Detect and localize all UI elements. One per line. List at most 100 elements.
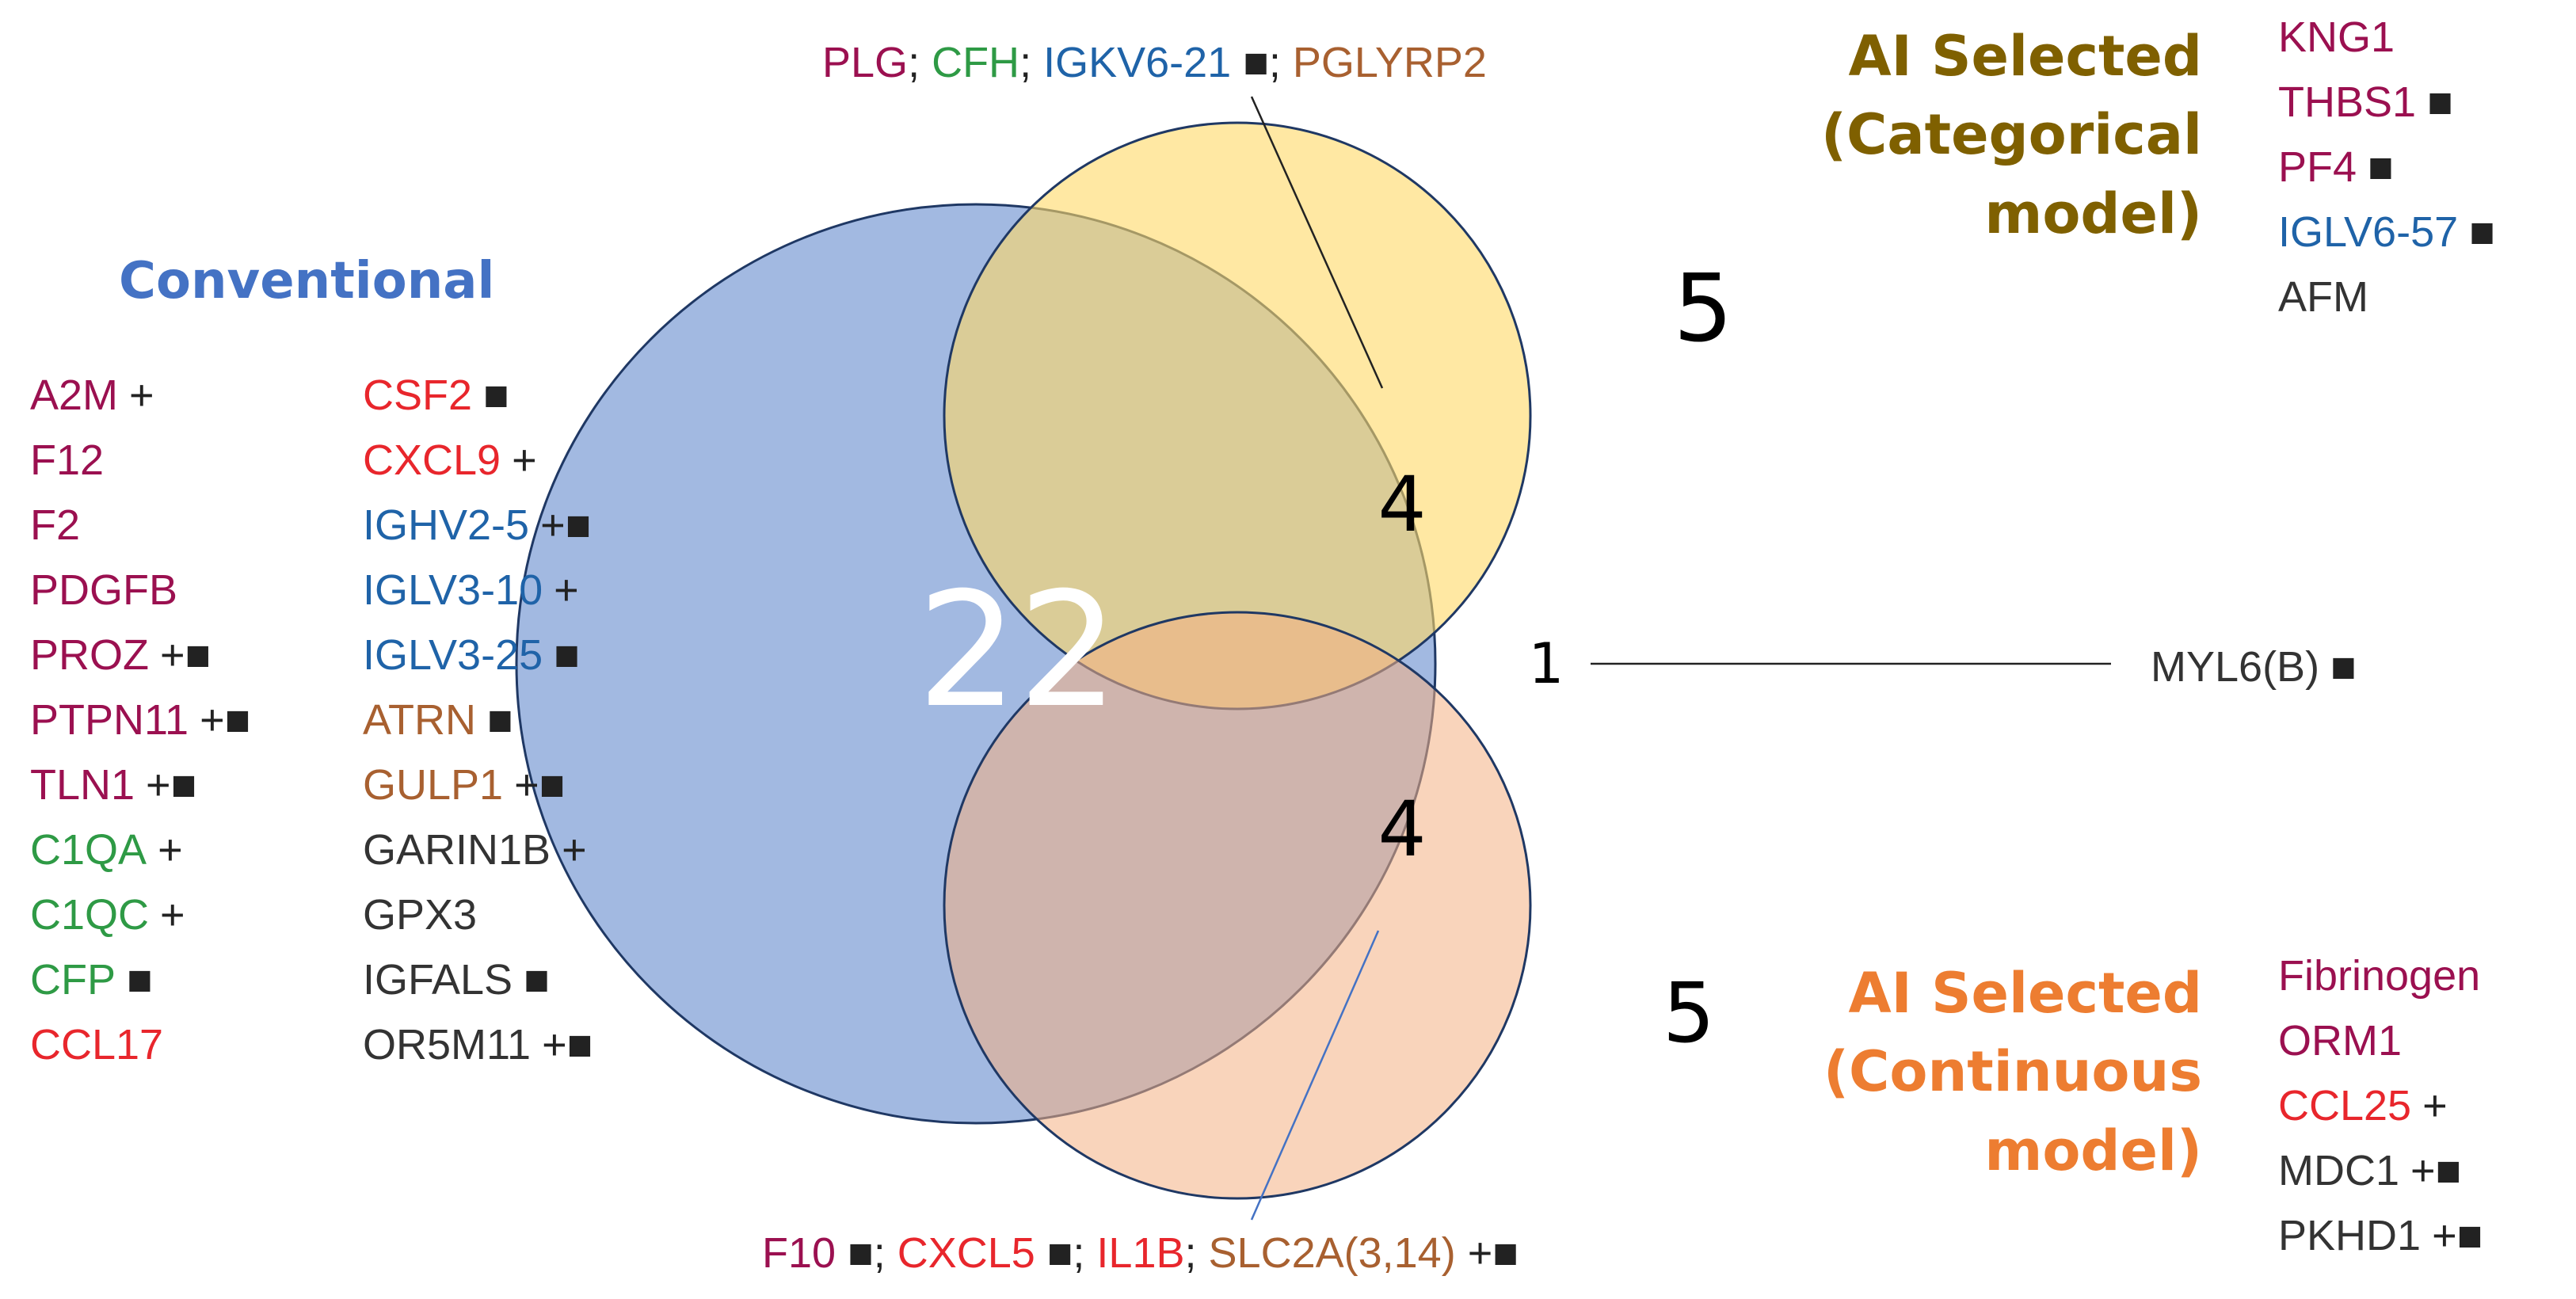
gene-marker: ■	[2469, 208, 2495, 256]
gene-marker: ■	[554, 631, 580, 679]
conv-cat-gene-row: PLG; CFH; IGKV6-21 ■; PGLYRP2	[822, 41, 1487, 84]
gene-name: A2M	[30, 371, 119, 419]
gene-name: IGFALS	[363, 956, 513, 1004]
conventional-gene-item: TLN1 +■	[30, 764, 196, 806]
continuous-title-line-2: (Continuous	[1823, 1039, 2202, 1105]
gene-marker: ■	[1231, 39, 1269, 86]
conventional-gene-item: A2M +	[30, 374, 154, 417]
conventional-gene-item: GULP1 +■	[363, 764, 565, 806]
separator: ;	[908, 39, 932, 86]
gene-name: IL1B	[1096, 1229, 1185, 1277]
continuous-title-line-1: AI Selected	[1848, 961, 2203, 1026]
gene-name: OR5M11	[363, 1021, 532, 1069]
continuous-gene-item: MDC1 +■	[2278, 1149, 2461, 1192]
gene-marker: +	[129, 371, 154, 419]
categorical-title-line-2: (Categorical	[1821, 102, 2202, 168]
leader-line-conv-cont	[1250, 930, 1380, 1221]
conventional-gene-item: F2	[30, 504, 80, 547]
categorical-gene-item: KNG1	[2278, 16, 2395, 59]
continuous-circle	[943, 611, 1532, 1200]
gene-name: TLN1	[30, 761, 135, 809]
gene-name: PTPN11	[30, 696, 189, 744]
gene-name: ATRN	[363, 696, 476, 744]
gene-marker: +	[158, 826, 183, 874]
gene-marker: +	[562, 826, 587, 874]
conventional-gene-item: OR5M11 +■	[363, 1023, 593, 1066]
gene-marker: +■	[540, 501, 592, 549]
count-conventional-categorical: 4	[1378, 460, 1426, 549]
count-categorical-only: 5	[1673, 253, 1732, 363]
gene-name: GULP1	[363, 761, 504, 809]
conventional-gene-item: CSF2 ■	[363, 374, 509, 417]
conventional-gene-item: GPX3	[363, 893, 477, 936]
gene-marker: +■	[146, 761, 197, 809]
separator: ;	[1073, 1229, 1097, 1277]
conventional-gene-item: CXCL9 +	[363, 439, 537, 482]
gene-name: CFP	[30, 956, 116, 1004]
conventional-gene-item: IGFALS ■	[363, 958, 550, 1001]
gene-name: PLG	[822, 39, 909, 86]
conventional-title-line: Conventional	[119, 252, 495, 310]
continuous-title: AI Selected (Continuous model)	[1823, 954, 2202, 1190]
continuous-gene-item: Fibrinogen	[2278, 954, 2480, 997]
continuous-title-line-3: model)	[1984, 1118, 2202, 1183]
gene-name: Fibrinogen	[2278, 952, 2481, 1000]
gene-marker: +■	[542, 1021, 593, 1069]
separator: ;	[873, 1229, 897, 1277]
gene-name: CSF2	[363, 371, 473, 419]
gene-marker: +■	[2432, 1212, 2483, 1259]
conventional-gene-item: IGLV3-25 ■	[363, 634, 580, 676]
conventional-gene-item: F12	[30, 439, 104, 482]
categorical-gene-item: THBS1 ■	[2278, 81, 2453, 124]
conventional-gene-item: ATRN ■	[363, 699, 513, 741]
categorical-gene-item: PF4 ■	[2278, 146, 2394, 189]
gene-name: CCL17	[30, 1021, 164, 1069]
gene-marker: ■	[127, 956, 153, 1004]
separator: ;	[1019, 39, 1044, 86]
conventional-gene-item: CCL17	[30, 1023, 163, 1066]
gene-marker: +	[512, 436, 537, 484]
gene-name: F10	[762, 1229, 836, 1277]
gene-name: CXCL9	[363, 436, 501, 484]
count-all-three: 1	[1529, 631, 1564, 696]
gene-marker: ■	[487, 696, 513, 744]
gene-name: CCL25	[2278, 1082, 2412, 1129]
conventional-gene-item: IGLV3-10 +	[363, 569, 579, 611]
categorical-title-line-3: model)	[1984, 181, 2202, 246]
separator: ;	[1184, 1229, 1209, 1277]
gene-marker: +	[160, 891, 185, 939]
count-continuous-only: 5	[1663, 965, 1715, 1061]
categorical-title-line-1: AI Selected	[1848, 24, 2203, 89]
gene-marker: +■	[200, 696, 251, 744]
gene-name: GARIN1B	[363, 826, 551, 874]
gene-marker: +■	[2410, 1147, 2462, 1194]
gene-name: C1QA	[30, 826, 147, 874]
gene-marker: ■	[524, 956, 550, 1004]
categorical-gene-item: IGLV6-57 ■	[2278, 211, 2495, 253]
gene-marker: +	[554, 566, 579, 614]
gene-name: IGHV2-5	[363, 501, 530, 549]
conventional-gene-item: GARIN1B +	[363, 829, 587, 871]
conventional-gene-item: IGHV2-5 +■	[363, 504, 591, 547]
conventional-gene-item: PTPN11 +■	[30, 699, 250, 741]
count-conventional-only: 22	[917, 558, 1119, 743]
gene-name: IGKV6-21	[1043, 39, 1232, 86]
conventional-gene-item: PROZ +■	[30, 634, 211, 676]
gene-name: C1QC	[30, 891, 150, 939]
gene-name: ORM1	[2278, 1017, 2403, 1065]
gene-name: PDGFB	[30, 566, 178, 614]
gene-marker: +■	[514, 761, 566, 809]
gene-name: MYL6(B)	[2151, 643, 2320, 691]
conv-cont-gene-row: F10 ■; CXCL5 ■; IL1B; SLC2A(3,14) +■	[762, 1232, 1519, 1274]
gene-name: IGLV3-10	[363, 566, 543, 614]
continuous-gene-item: PKHD1 +■	[2278, 1214, 2483, 1257]
count-conventional-continuous: 4	[1378, 785, 1426, 874]
gene-marker: ■	[2368, 143, 2394, 191]
gene-name: SLC2A(3,14)	[1208, 1229, 1456, 1277]
gene-name: PF4	[2278, 143, 2357, 191]
gene-marker: ■	[836, 1229, 874, 1277]
conventional-gene-item: C1QA +	[30, 829, 183, 871]
conventional-gene-item: C1QC +	[30, 893, 185, 936]
